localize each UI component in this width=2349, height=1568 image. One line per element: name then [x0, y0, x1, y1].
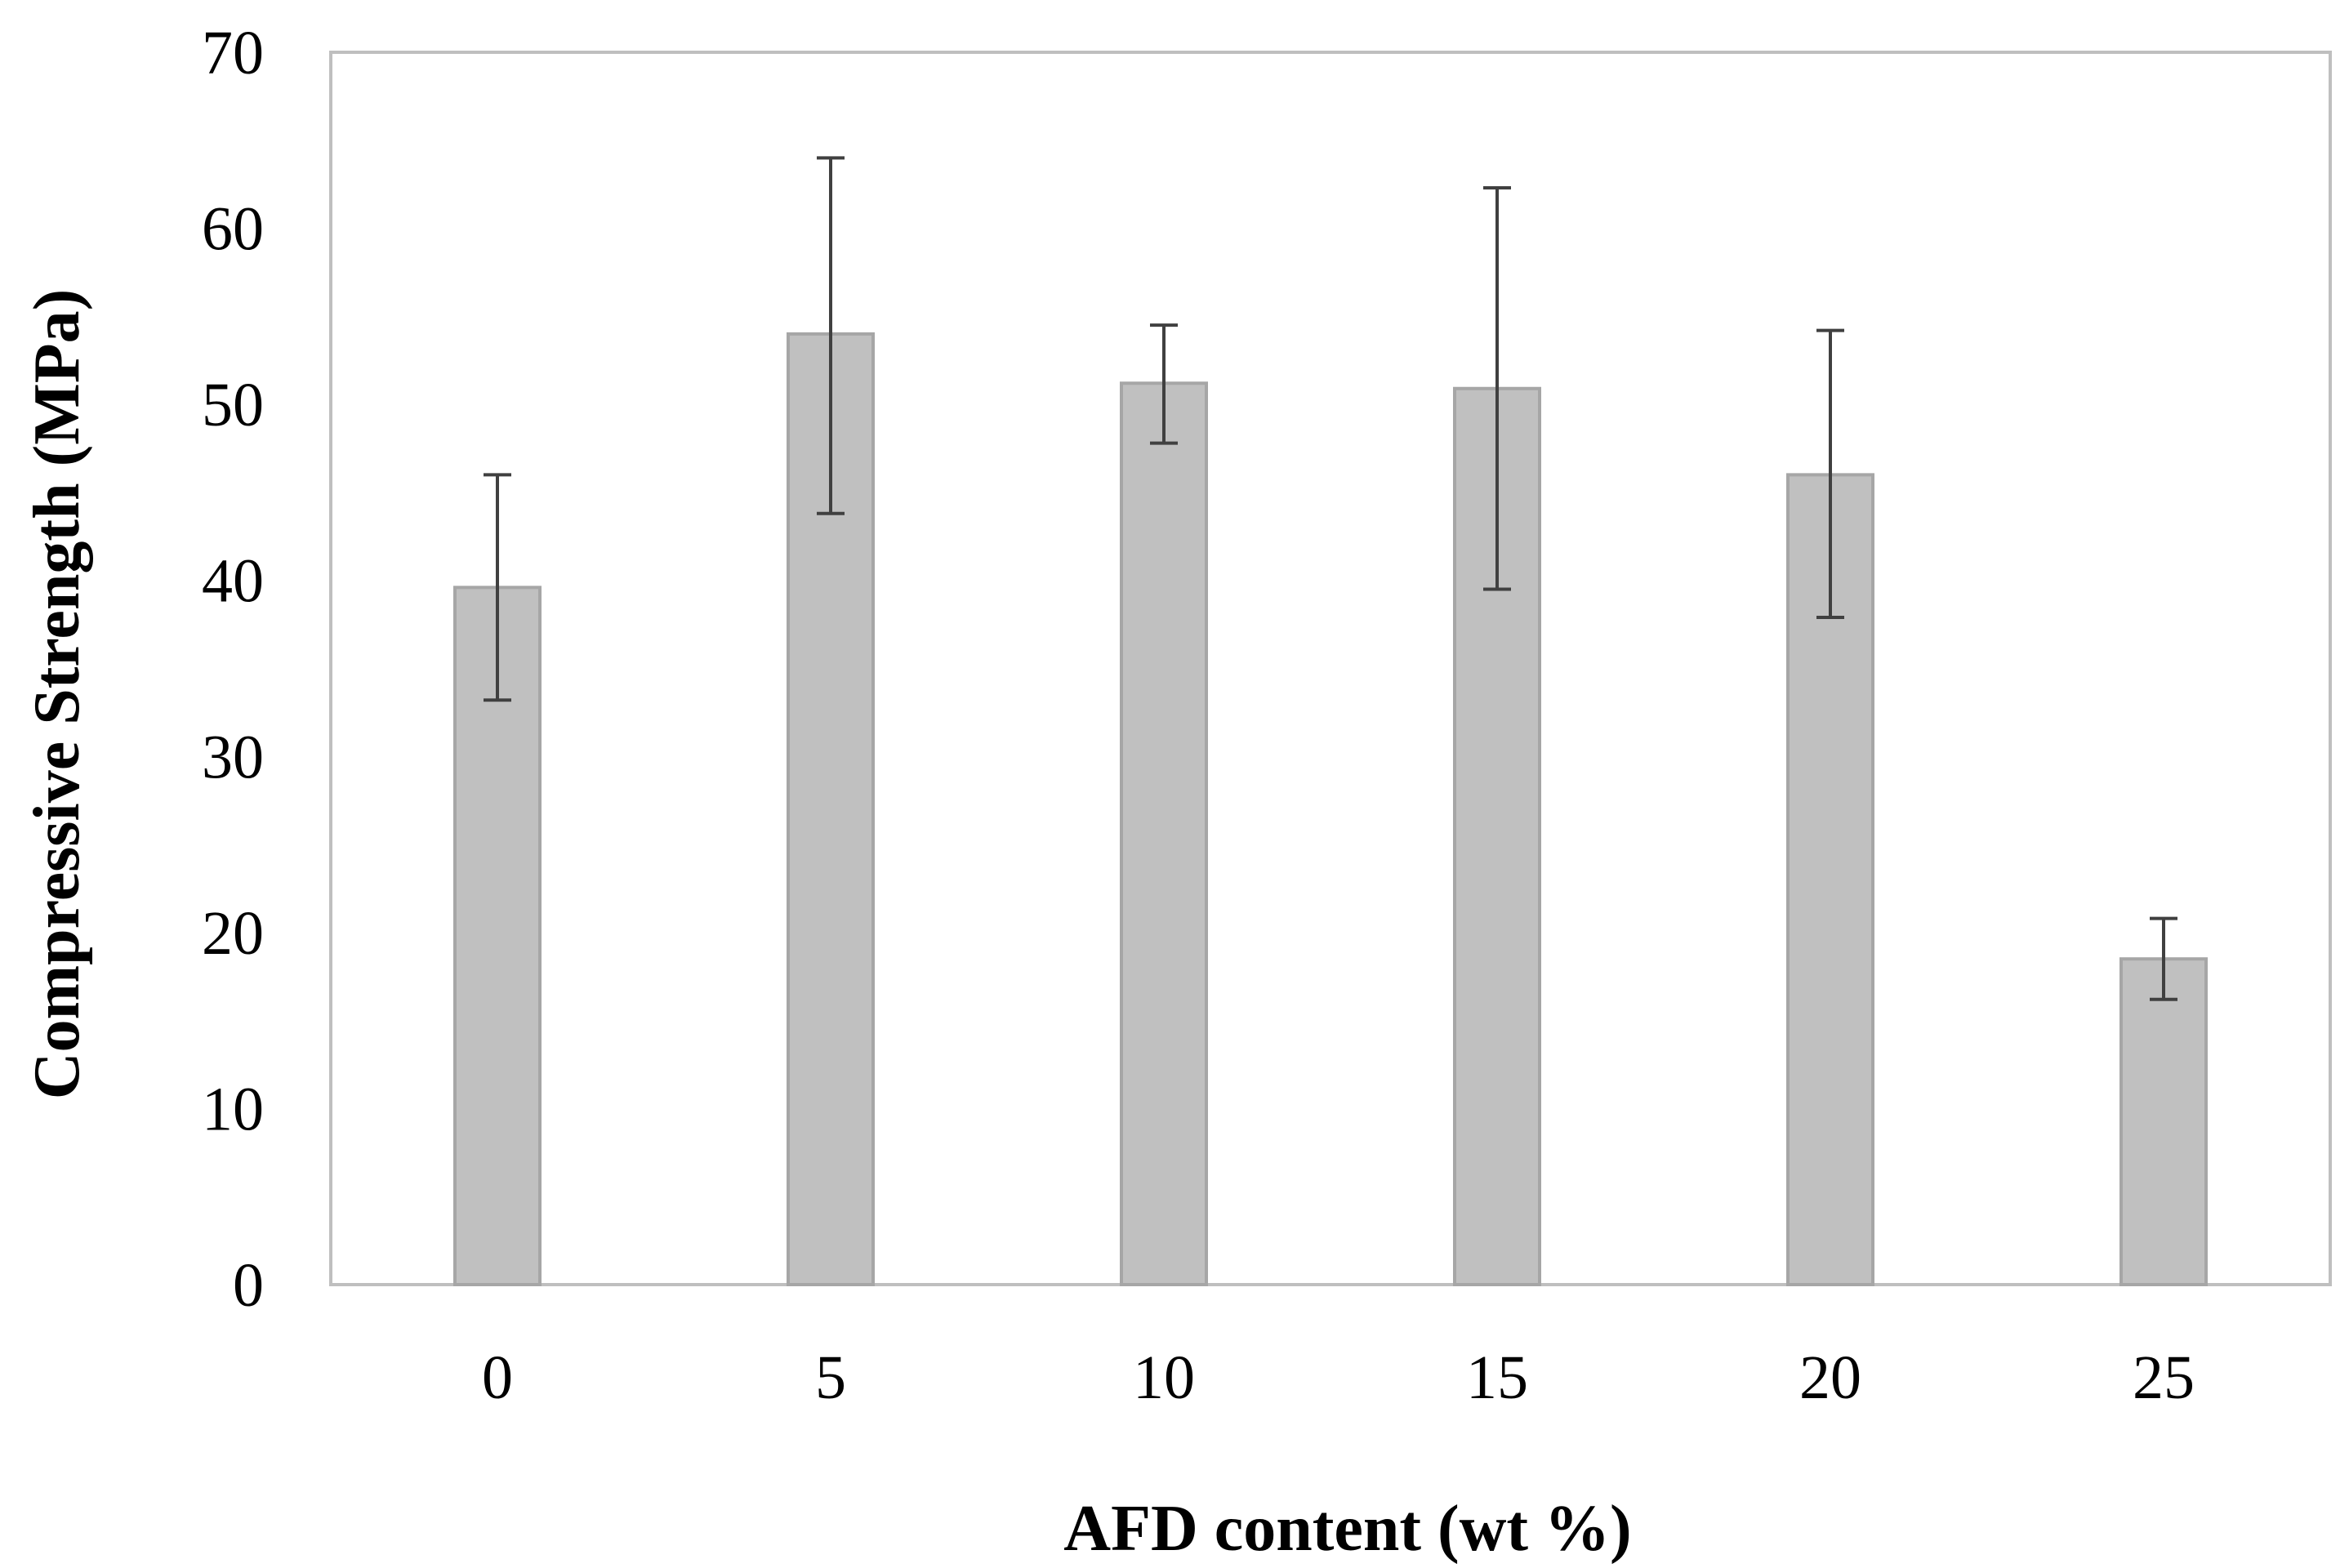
bar [1120, 381, 1208, 1286]
y-tick-label: 60 [202, 195, 264, 264]
y-tick-label: 0 [233, 1251, 264, 1320]
bar-series [453, 332, 2208, 1286]
y-tick-label: 20 [202, 899, 264, 968]
y-axis-ticks: 0 10 20 30 40 50 60 70 [202, 19, 264, 1320]
error-bar [484, 473, 511, 702]
x-tick-label: 20 [1799, 1343, 1861, 1412]
y-tick-label: 40 [202, 547, 264, 616]
y-tick-label: 30 [202, 723, 264, 791]
x-tick-label: 25 [2133, 1343, 2195, 1412]
y-tick-label: 70 [202, 19, 264, 87]
y-axis-title: Compressive Strength (MPa) [21, 289, 93, 1099]
y-tick-label: 50 [202, 371, 264, 439]
y-tick-label: 10 [202, 1075, 264, 1143]
plot-frame [329, 51, 2332, 1286]
x-axis-title: AFD content (wt %) [1063, 1493, 1631, 1565]
x-tick-label: 10 [1133, 1343, 1195, 1412]
error-bar [2150, 916, 2177, 1001]
error-bar [1150, 323, 1178, 445]
x-axis-ticks: 0 5 10 15 20 25 [482, 1343, 2195, 1412]
x-tick-label: 0 [482, 1343, 513, 1412]
x-tick-label: 15 [1466, 1343, 1528, 1412]
error-bar [817, 156, 845, 515]
x-tick-label: 5 [815, 1343, 846, 1412]
bar [453, 586, 542, 1286]
error-bar [1483, 185, 1511, 591]
error-bars [484, 156, 2177, 1001]
bar [1786, 473, 1874, 1286]
bar [2119, 957, 2208, 1286]
error-bar [1816, 328, 1844, 619]
